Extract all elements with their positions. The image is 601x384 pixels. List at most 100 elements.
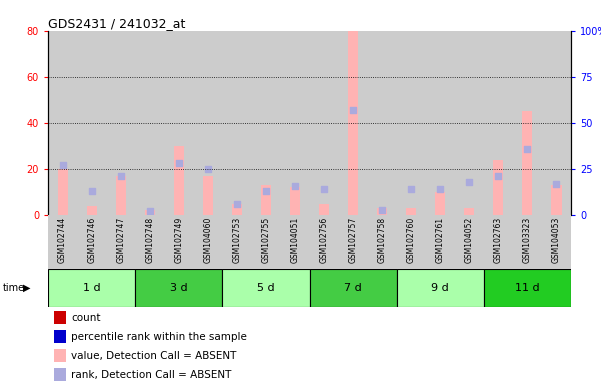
Point: [203, 166, 213, 172]
Text: GSM102748: GSM102748: [145, 217, 154, 263]
Bar: [106, 215, 135, 269]
Bar: [426, 31, 455, 215]
Bar: [368, 215, 397, 269]
Point: [116, 173, 126, 179]
Bar: [164, 31, 194, 215]
Bar: [464, 208, 474, 215]
Bar: [484, 31, 513, 215]
Bar: [551, 185, 561, 215]
Bar: [135, 269, 222, 307]
Bar: [513, 31, 542, 215]
Point: [145, 208, 154, 214]
Text: rank, Detection Call = ABSENT: rank, Detection Call = ABSENT: [72, 369, 231, 379]
Bar: [58, 169, 68, 215]
Text: GSM102757: GSM102757: [349, 217, 358, 263]
Bar: [222, 31, 251, 215]
Bar: [164, 215, 194, 269]
Bar: [135, 215, 164, 269]
Text: GSM102761: GSM102761: [436, 217, 445, 263]
Bar: [397, 31, 426, 215]
Bar: [77, 215, 106, 269]
Text: 1 d: 1 d: [83, 283, 100, 293]
Point: [261, 188, 270, 194]
Bar: [368, 31, 397, 215]
Text: GSM103323: GSM103323: [523, 217, 532, 263]
Bar: [338, 31, 368, 215]
Bar: [542, 31, 571, 215]
Bar: [232, 204, 242, 215]
Bar: [435, 192, 445, 215]
Bar: [522, 111, 532, 215]
Text: ▶: ▶: [23, 283, 30, 293]
Point: [348, 107, 358, 113]
Bar: [48, 215, 77, 269]
Bar: [542, 215, 571, 269]
Text: GSM104052: GSM104052: [465, 217, 474, 263]
Bar: [513, 215, 542, 269]
Point: [58, 162, 67, 168]
Bar: [290, 187, 300, 215]
Bar: [194, 215, 222, 269]
Bar: [135, 31, 164, 215]
Bar: [455, 215, 484, 269]
Bar: [426, 215, 455, 269]
Bar: [115, 176, 126, 215]
Bar: [53, 349, 66, 362]
Text: GSM102747: GSM102747: [116, 217, 125, 263]
Text: GSM102760: GSM102760: [407, 217, 416, 263]
Bar: [397, 269, 484, 307]
Bar: [493, 160, 504, 215]
Bar: [484, 215, 513, 269]
Bar: [48, 31, 77, 215]
Text: 7 d: 7 d: [344, 283, 362, 293]
Bar: [53, 368, 66, 381]
Text: count: count: [72, 313, 101, 323]
Bar: [222, 215, 251, 269]
Bar: [455, 31, 484, 215]
Bar: [338, 215, 368, 269]
Text: GSM102755: GSM102755: [261, 217, 270, 263]
Text: GDS2431 / 241032_at: GDS2431 / 241032_at: [48, 17, 186, 30]
Text: value, Detection Call = ABSENT: value, Detection Call = ABSENT: [72, 351, 237, 361]
Point: [232, 201, 242, 207]
Point: [319, 186, 329, 192]
Point: [465, 179, 474, 185]
Bar: [222, 269, 310, 307]
Bar: [145, 210, 155, 215]
Text: 5 d: 5 d: [257, 283, 275, 293]
Point: [552, 180, 561, 187]
Text: GSM102756: GSM102756: [320, 217, 329, 263]
Bar: [48, 269, 135, 307]
Bar: [310, 215, 338, 269]
Text: GSM104051: GSM104051: [290, 217, 299, 263]
Point: [290, 182, 300, 189]
Bar: [203, 176, 213, 215]
Point: [406, 186, 416, 192]
Point: [174, 161, 183, 167]
Text: GSM102749: GSM102749: [174, 217, 183, 263]
Point: [377, 207, 387, 213]
Bar: [251, 31, 281, 215]
Bar: [406, 208, 416, 215]
Text: percentile rank within the sample: percentile rank within the sample: [72, 331, 247, 342]
Text: GSM102758: GSM102758: [377, 217, 386, 263]
Text: time: time: [3, 283, 25, 293]
Bar: [281, 215, 310, 269]
Bar: [194, 31, 222, 215]
Point: [435, 186, 445, 192]
Text: GSM104060: GSM104060: [203, 217, 212, 263]
Bar: [484, 269, 571, 307]
Bar: [310, 269, 397, 307]
Bar: [377, 208, 387, 215]
Point: [87, 188, 96, 194]
Bar: [87, 206, 97, 215]
Text: GSM104053: GSM104053: [552, 217, 561, 263]
Bar: [251, 215, 281, 269]
Bar: [348, 31, 358, 215]
Bar: [106, 31, 135, 215]
Bar: [77, 31, 106, 215]
Text: GSM102744: GSM102744: [58, 217, 67, 263]
Point: [522, 146, 532, 152]
Text: 9 d: 9 d: [432, 283, 449, 293]
Bar: [174, 146, 184, 215]
